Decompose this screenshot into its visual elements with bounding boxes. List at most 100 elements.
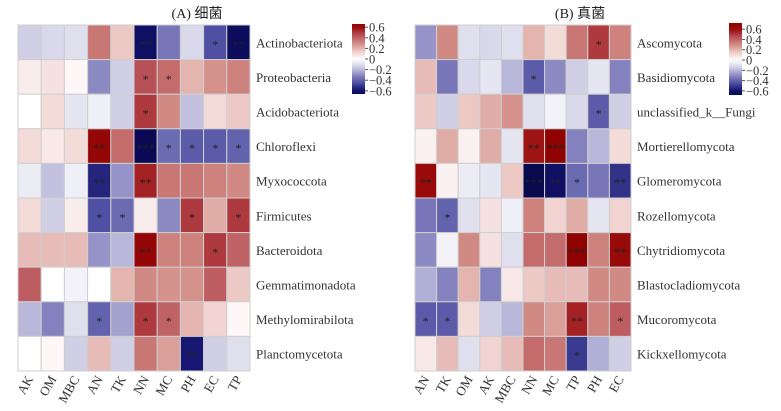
heatmap-cell [544,301,567,337]
significance-label: ** [140,176,152,190]
column-label: PH [177,373,198,395]
heatmap-cell [40,197,65,234]
heatmap-cell [522,24,546,61]
heatmap-cell [17,24,42,61]
colorbar-tick-label: −0.2 [746,64,769,78]
column-label: TP [224,373,245,394]
heatmap-cell [179,162,205,199]
heatmap-cell [608,335,632,372]
colorbar-tick-label: 0.6 [369,21,385,35]
heatmap-cell [179,59,205,95]
heatmap-cell [110,301,135,337]
heatmap-cell [500,335,524,372]
heatmap-cell [156,266,181,303]
heatmap-cell [587,128,610,164]
heatmap-cell [587,197,610,234]
column-label: TK [432,372,454,395]
heatmap-cell [500,266,524,303]
heatmap-cell [457,335,481,372]
heatmap-cell [40,93,65,130]
colorbar-tick-label: 0.6 [746,23,762,37]
heatmap-cell [63,197,89,234]
heatmap-cell [226,162,251,199]
row-label: Gemmatimonadota [256,278,356,293]
colorbar [352,24,365,94]
colorbar-tick-label: −0.4 [746,74,769,88]
heatmap-cell [457,232,481,268]
heatmap-cell [87,266,112,303]
colorbar-tick-label: 0 [369,53,375,67]
heatmap-cell [17,335,42,372]
heatmap-cell [87,93,112,130]
heatmap-cell [608,128,632,164]
colorbar-tick-label: 0.4 [746,33,762,47]
colorbar-tick-label: −0.2 [369,63,392,77]
heatmap-cell [17,93,42,130]
heatmap-cell [40,128,65,164]
heatmap-cell [544,232,567,268]
colorbar-tick-label: −0.4 [369,74,392,88]
heatmap-cell [63,266,89,303]
heatmap-cell [110,335,135,372]
heatmap-cell [414,59,438,95]
heatmap-cell [436,266,459,303]
column-label: EC [605,373,626,395]
significance-label: ** [549,176,561,190]
heatmap-cell [457,162,481,199]
heatmap-cell [203,162,228,199]
heatmap-cell [500,128,524,164]
heatmap-cell [156,335,181,372]
heatmap-cell [522,301,546,337]
row-label: Firmicutes [256,208,312,223]
heatmap-cell [500,59,524,95]
heatmap-cell [226,59,251,95]
heatmap-cell [203,301,228,337]
heatmap-cell [479,162,502,199]
heatmap-cell [587,162,610,199]
heatmap-cell [110,266,135,303]
heatmap-cell [226,335,251,372]
heatmap-cell [179,301,205,337]
column-label: NN [518,372,541,396]
heatmap-cell [565,128,589,164]
significance-label: * [574,349,580,363]
heatmap-cell [544,59,567,95]
significance-label: * [166,314,172,328]
heatmap-cell [110,162,135,199]
heatmap-cell [17,128,42,164]
heatmap-cell [110,24,135,61]
significance-label: * [119,210,125,224]
significance-label: ** [93,141,105,155]
heatmap-cell [414,24,438,61]
heatmap-cell [436,59,459,95]
significance-label: ** [93,176,105,190]
heatmap-cell [110,93,135,130]
significance-label: * [596,37,602,51]
heatmap-cell [17,162,42,199]
column-label: OM [452,373,476,399]
heatmap-cell [203,197,228,234]
significance-label: ** [232,37,244,51]
heatmap-cell [133,266,158,303]
row-label: Bacteroidota [256,243,323,258]
significance-label: * [166,72,172,86]
heatmap-cell [587,335,610,372]
colorbar-tick-label: −0.6 [369,84,392,98]
heatmap-cell [457,266,481,303]
significance-label: * [189,210,195,224]
heatmap-cell [500,93,524,130]
row-label: Basidiomycota [637,70,715,85]
heatmap-cell [17,59,42,95]
heatmap-cell [436,232,459,268]
heatmap-cell [40,232,65,268]
heatmap-cell [156,232,181,268]
heatmap-cell [133,197,158,234]
heatmap-cell [179,232,205,268]
heatmap-cell [436,128,459,164]
significance-label: *** [137,141,155,155]
column-label: MC [152,373,175,398]
column-label: MC [539,373,562,398]
heatmap-panel-b: (B) 真菌***** ***** *** ** * ****** *** * ** **Asco… [410,6,769,406]
column-label: MBC [55,373,82,406]
column-label: EC [200,373,221,395]
